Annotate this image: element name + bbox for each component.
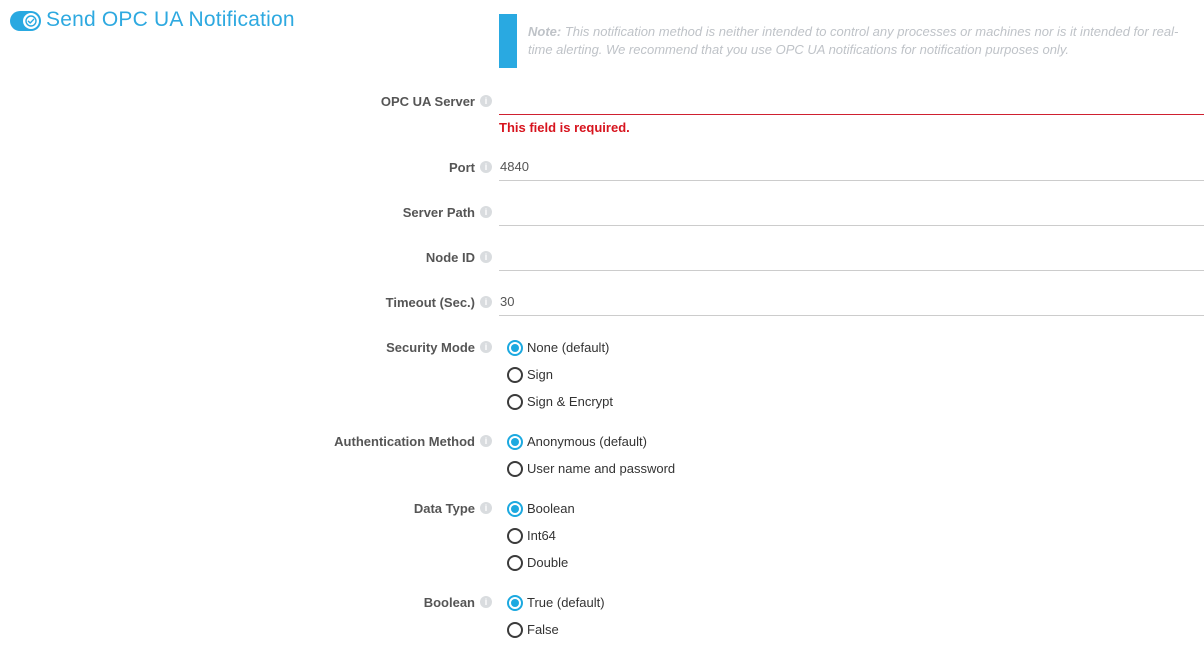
radio-button-icon[interactable] [507, 527, 523, 544]
radio-button-icon[interactable] [507, 366, 523, 383]
node-id-input[interactable] [499, 244, 1204, 271]
radio-option-label: User name and password [527, 461, 676, 476]
radio-option-label: Double [527, 555, 569, 570]
info-icon[interactable]: i [480, 160, 492, 173]
radio-options: Boolean Int64 Double [499, 495, 1204, 576]
field-label: Timeout (Sec.) [385, 295, 475, 310]
radio-button-icon[interactable] [507, 594, 523, 611]
field-content [499, 199, 1204, 226]
field-label-cell: Port i [0, 154, 499, 181]
field-row: Port i [0, 154, 1204, 181]
send-notification-toggle[interactable] [10, 11, 41, 31]
field-row: Timeout (Sec.) i [0, 289, 1204, 316]
note-label: Note: [528, 24, 562, 39]
boolean-group: Boolean i True (default) False [0, 589, 1204, 643]
info-icon[interactable]: i [480, 250, 492, 263]
field-label: Data Type [413, 501, 475, 516]
security-mode-option[interactable]: None (default) [507, 334, 1204, 361]
security-mode-option[interactable]: Sign & Encrypt [507, 388, 1204, 415]
timeout-sec-input[interactable] [499, 289, 1204, 316]
info-icon[interactable]: i [480, 205, 492, 218]
info-icon[interactable]: i [480, 295, 492, 308]
radio-option-label: True (default) [527, 595, 605, 610]
port-input[interactable] [499, 154, 1204, 181]
radio-options: None (default) Sign Sign & Encrypt [499, 334, 1204, 415]
field-label: Port [449, 160, 475, 175]
field-row: Server Path i [0, 199, 1204, 226]
radio-option-label: None (default) [527, 340, 610, 355]
field-label: Authentication Method [334, 434, 475, 449]
field-error: This field is required. [499, 120, 630, 135]
radio-button-icon[interactable] [507, 339, 523, 356]
server-path-input[interactable] [499, 199, 1204, 226]
data-type-option[interactable]: Double [507, 549, 1204, 576]
field-label: Node ID [425, 250, 475, 265]
radio-button-icon[interactable] [507, 460, 523, 477]
field-row: Node ID i [0, 244, 1204, 271]
field-label: Security Mode [386, 340, 475, 355]
radio-option-label: Boolean [527, 501, 575, 516]
field-label-cell: Authentication Method i [0, 428, 499, 482]
radio-option-label: Sign & Encrypt [527, 394, 613, 409]
security-mode-group: Security Mode i None (default) Sign Sign … [0, 334, 1204, 415]
radio-option-label: False [527, 622, 559, 637]
field-label-cell: Data Type i [0, 495, 499, 576]
field-label-cell: Boolean i [0, 589, 499, 643]
boolean-option[interactable]: False [507, 616, 1204, 643]
field-label: Server Path [402, 205, 475, 220]
field-label-cell: OPC UA Server i [0, 88, 499, 136]
authentication-method-option[interactable]: Anonymous (default) [507, 428, 1204, 455]
info-icon[interactable]: i [480, 595, 492, 608]
boolean-option[interactable]: True (default) [507, 589, 1204, 616]
field-content [499, 289, 1204, 316]
radio-options: Anonymous (default) User name and passwo… [499, 428, 1204, 482]
info-icon[interactable]: i [480, 340, 492, 353]
toggle-check-icon [23, 13, 39, 29]
field-content [499, 154, 1204, 181]
data-type-group: Data Type i Boolean Int64 Double [0, 495, 1204, 576]
radio-option-label: Int64 [527, 528, 556, 543]
radio-options: True (default) False [499, 589, 1204, 643]
field-label-cell: Timeout (Sec.) i [0, 289, 499, 316]
note-accent-bar [499, 14, 517, 68]
field-label: Boolean [423, 595, 475, 610]
radio-option-label: Sign [527, 367, 554, 382]
field-label-cell: Node ID i [0, 244, 499, 271]
radio-button-icon[interactable] [507, 554, 523, 571]
notification-form: OPC UA Server i This field is required. P… [0, 88, 1204, 656]
radio-button-icon[interactable] [507, 500, 523, 517]
note-text: Note: This notification method is neithe… [528, 14, 1188, 68]
info-icon[interactable]: i [480, 94, 492, 107]
field-content [499, 244, 1204, 271]
data-type-option[interactable]: Int64 [507, 522, 1204, 549]
security-mode-option[interactable]: Sign [507, 361, 1204, 388]
info-icon[interactable]: i [480, 434, 492, 447]
field-label-cell: Server Path i [0, 199, 499, 226]
radio-button-icon[interactable] [507, 393, 523, 410]
info-icon[interactable]: i [480, 501, 492, 514]
authentication-method-option[interactable]: User name and password [507, 455, 1204, 482]
opc-ua-server-input[interactable] [499, 88, 1204, 115]
note-body: This notification method is neither inte… [528, 24, 1179, 57]
page-title: Send OPC UA Notification [46, 8, 295, 31]
radio-button-icon[interactable] [507, 433, 523, 450]
authentication-method-group: Authentication Method i Anonymous (defaul… [0, 428, 1204, 482]
data-type-option[interactable]: Boolean [507, 495, 1204, 522]
note-box: Note: This notification method is neithe… [499, 14, 1204, 68]
field-label-cell: Security Mode i [0, 334, 499, 415]
field-content: This field is required. [499, 88, 1204, 136]
field-label: OPC UA Server [380, 94, 475, 109]
field-row: OPC UA Server i This field is required. [0, 88, 1204, 136]
radio-option-label: Anonymous (default) [527, 434, 647, 449]
radio-button-icon[interactable] [507, 621, 523, 638]
